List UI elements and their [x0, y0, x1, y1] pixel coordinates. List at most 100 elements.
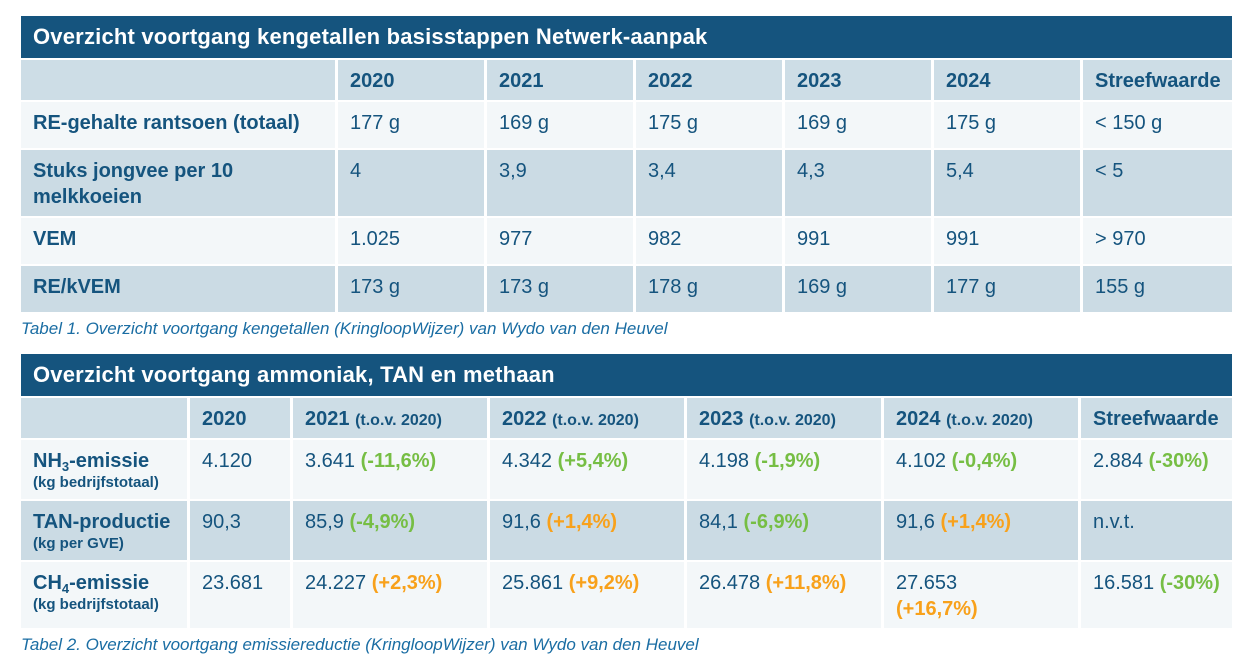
table1-cell: 173 g	[338, 266, 484, 312]
year-label: 2021	[305, 408, 350, 430]
table1-cell: 5,4	[934, 150, 1080, 216]
table1-title-bar: Overzicht voortgang kengetallen basissta…	[21, 16, 1232, 58]
table1-cell: 178 g	[636, 266, 782, 312]
table2-cell: 27.653 (+16,7%)	[884, 561, 1078, 628]
table2-header-2021: 2021 (t.o.v. 2020)	[293, 398, 487, 438]
table2-cell-streefwaarde: n.v.t.	[1081, 500, 1232, 560]
pct-change: (-4,9%)	[349, 510, 416, 533]
table1-cell: 169 g	[785, 102, 931, 148]
table1-cell: 3,4	[636, 150, 782, 216]
table1-cell: 991	[785, 218, 931, 264]
table2-cell: 24.227 (+2,3%)	[293, 561, 487, 628]
table1-header-empty	[21, 60, 335, 100]
table1-header-2023: 2023	[785, 60, 931, 100]
table1-header-streefwaarde: Streefwaarde	[1083, 60, 1232, 100]
pct-change: (+5,4%)	[557, 450, 629, 472]
table2-row-label-nh3: NH3-emissie (kg bedrijfstotaal)	[21, 440, 187, 499]
pct-change: (-30%)	[1159, 571, 1220, 594]
table1-row-label: Stuks jongvee per 10 melkkoeien	[21, 150, 335, 216]
pct-change: (+1,4%)	[546, 510, 618, 533]
pct-change: (+16,7%)	[896, 597, 978, 620]
table1-caption: Tabel 1. Overzicht voortgang kengetallen…	[21, 319, 668, 338]
table1-header-2020: 2020	[338, 60, 484, 100]
table2-cell: 3.641 (-11,6%)	[293, 440, 487, 499]
table1-header-2022: 2022	[636, 60, 782, 100]
table1-cell: 169 g	[487, 102, 633, 148]
table1-cell-streefwaarde: > 970	[1083, 218, 1232, 264]
table1-cell: 169 g	[785, 266, 931, 312]
table1-header-2021: 2021	[487, 60, 633, 100]
table2-cell: 85,9 (-4,9%)	[293, 500, 487, 560]
pct-change: (-1,9%)	[754, 450, 821, 472]
table1-cell: 991	[934, 218, 1080, 264]
table1-grid: 2020 2021 2022 2023 2024 Streefwaarde RE…	[21, 60, 1232, 312]
label-main: CH4-emissie	[33, 571, 150, 596]
subscript: 4	[61, 580, 70, 596]
table2-cell: 26.478 (+11,8%)	[687, 561, 881, 628]
table2-cell: 90,3	[190, 500, 290, 560]
table-kengetallen: Overzicht voortgang kengetallen basissta…	[21, 16, 1232, 312]
pct-change: (+11,8%)	[765, 571, 847, 594]
pct-change: (-0,4%)	[951, 450, 1018, 472]
pct-change: (+1,4%)	[940, 510, 1012, 533]
table2-header-streefwaarde: Streefwaarde	[1081, 398, 1232, 438]
table2-header-2024: 2024 (t.o.v. 2020)	[884, 398, 1078, 438]
pct-change: (+2,3%)	[371, 571, 443, 594]
table2-title-bar: Overzicht voortgang ammoniak, TAN en met…	[21, 354, 1232, 396]
table1-cell-streefwaarde: < 150 g	[1083, 102, 1232, 148]
table1-cell: 4,3	[785, 150, 931, 216]
table2-cell-streefwaarde: 2.884 (-30%)	[1081, 440, 1232, 499]
table-emissies: Overzicht voortgang ammoniak, TAN en met…	[21, 354, 1232, 628]
table1-cell: 175 g	[636, 102, 782, 148]
table2-header-2023: 2023 (t.o.v. 2020)	[687, 398, 881, 438]
table1-row-label: RE/kVEM	[21, 266, 335, 312]
table2-grid: 2020 2021 (t.o.v. 2020) 2022 (t.o.v. 202…	[21, 398, 1232, 628]
table1-cell: 173 g	[487, 266, 633, 312]
table2-cell: 4.120	[190, 440, 290, 499]
table2-cell: 4.102 (-0,4%)	[884, 440, 1078, 499]
year-label: 2024	[896, 408, 941, 430]
tov-label: (t.o.v. 2020)	[946, 412, 1033, 429]
table1-cell: 977	[487, 218, 633, 264]
tov-label: (t.o.v. 2020)	[749, 412, 836, 429]
table2-header-2022: 2022 (t.o.v. 2020)	[490, 398, 684, 438]
table2-row-label-ch4: CH4-emissie (kg bedrijfstotaal)	[21, 561, 187, 628]
label-unit: (kg bedrijfstotaal)	[33, 595, 159, 613]
table2-header-empty	[21, 398, 187, 438]
table2-cell: 84,1 (-6,9%)	[687, 500, 881, 560]
subscript: 3	[61, 459, 70, 474]
year-label: 2023	[699, 408, 744, 430]
pct-change: (-6,9%)	[743, 510, 810, 533]
label-main: TAN-productie	[33, 510, 171, 533]
pct-change: (-30%)	[1148, 450, 1209, 472]
table1-cell: 1.025	[338, 218, 484, 264]
table2-cell: 23.681	[190, 561, 290, 628]
table1-cell: 982	[636, 218, 782, 264]
table2-cell: 25.861 (+9,2%)	[490, 561, 684, 628]
label-main: NH3-emissie	[33, 450, 150, 474]
tov-label: (t.o.v. 2020)	[355, 412, 442, 429]
table1-cell: 3,9	[487, 150, 633, 216]
table2-header-2020: 2020	[190, 398, 290, 438]
table2-caption: Tabel 2. Overzicht voortgang emissieredu…	[21, 634, 699, 654]
table2-cell-streefwaarde: 16.581 (-30%)	[1081, 561, 1232, 628]
table1-cell: 175 g	[934, 102, 1080, 148]
table2-cell: 4.198 (-1,9%)	[687, 440, 881, 499]
label-unit: (kg per GVE)	[33, 534, 124, 552]
table2-row-label-tan: TAN-productie (kg per GVE)	[21, 500, 187, 560]
pct-change: (+9,2%)	[568, 571, 640, 594]
year-label: 2022	[502, 408, 547, 430]
tov-label: (t.o.v. 2020)	[552, 412, 639, 429]
table1-cell-streefwaarde: 155 g	[1083, 266, 1232, 312]
label-unit: (kg bedrijfstotaal)	[33, 474, 159, 491]
table2-cell: 91,6 (+1,4%)	[490, 500, 684, 560]
pct-change: (-11,6%)	[360, 450, 437, 472]
table1-row-label: VEM	[21, 218, 335, 264]
table1-cell: 177 g	[934, 266, 1080, 312]
table2-cell: 4.342 (+5,4%)	[490, 440, 684, 499]
table1-cell: 4	[338, 150, 484, 216]
table1-cell-streefwaarde: < 5	[1083, 150, 1232, 216]
table1-cell: 177 g	[338, 102, 484, 148]
table1-row-label: RE-gehalte rantsoen (totaal)	[21, 102, 335, 148]
